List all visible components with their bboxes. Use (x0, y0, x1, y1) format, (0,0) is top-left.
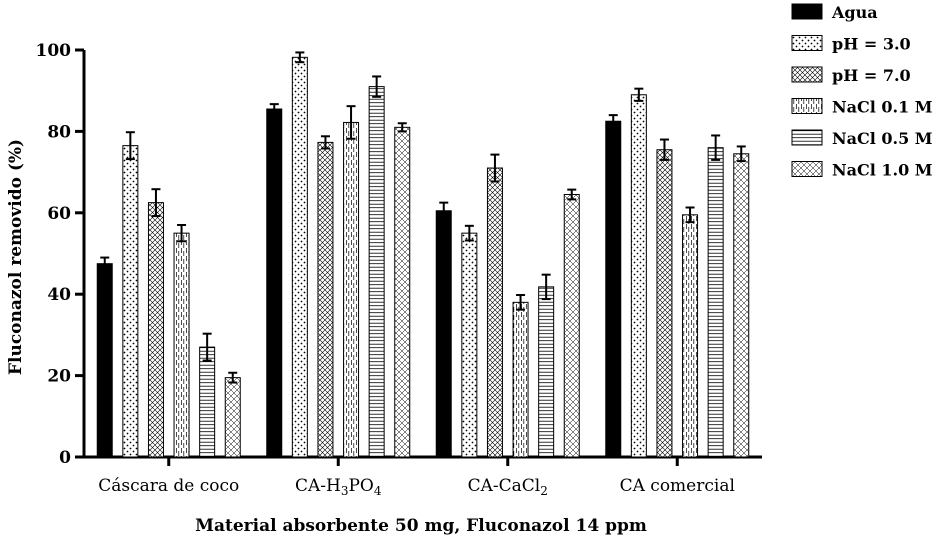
legend-label: NaCl 1.0 M (832, 161, 933, 180)
bar (266, 108, 283, 458)
x-tick-label: Cáscara de coco (98, 476, 239, 496)
y-tick-label: 80 (47, 122, 71, 142)
legend: Agua pH = 3.0 pH = 7.0 NaCl 0.1 M NaCl 0.5 M… (791, 3, 933, 180)
legend-label: pH = 7.0 (832, 66, 911, 85)
bar (147, 202, 164, 458)
bars (96, 51, 750, 458)
bar (656, 149, 673, 458)
legend-label: Agua (831, 3, 878, 22)
legend-label: NaCl 0.5 M (832, 129, 933, 148)
bar (224, 377, 241, 458)
bar (368, 86, 385, 458)
y-tick-label: 60 (47, 204, 71, 224)
y-tick-label: 0 (59, 448, 71, 468)
bar (173, 232, 190, 458)
x-tick-label: CA-H3PO4 (295, 476, 382, 498)
legend-label: pH = 3.0 (832, 35, 911, 54)
x-axis: Cáscara de coco CA-H3PO4 CA-CaCl2 CA comerc… (82, 455, 762, 498)
bar (199, 346, 216, 458)
bar (512, 301, 529, 458)
bar (733, 153, 750, 458)
y-axis-title: Fluconazol removido (%) (6, 139, 26, 375)
bar (317, 141, 334, 458)
y-tick-label: 40 (47, 285, 71, 305)
bar (96, 263, 113, 458)
bar (682, 214, 699, 458)
bar (343, 121, 360, 458)
legend-swatch (791, 129, 823, 146)
x-tick-label: CA comercial (620, 476, 735, 496)
y-axis: 0 20 40 60 80 100 (36, 41, 86, 468)
y-tick-label: 100 (36, 41, 72, 61)
legend-swatch (791, 161, 823, 177)
bar (707, 147, 724, 458)
bar (486, 167, 503, 458)
x-tick-label: CA-CaCl2 (468, 476, 548, 498)
bar (394, 126, 411, 458)
bar (538, 286, 555, 458)
x-axis-title: Material absorbente 50 mg, Fluconazol 14… (195, 516, 647, 536)
bar (563, 193, 580, 458)
legend-swatch (791, 66, 823, 83)
bar (461, 232, 478, 458)
bar (122, 145, 139, 458)
legend-swatch (791, 98, 823, 114)
bar (435, 210, 452, 458)
legend-swatch (791, 3, 823, 20)
y-tick-label: 20 (47, 367, 71, 387)
bar (630, 94, 647, 458)
legend-swatch (791, 35, 823, 51)
bar (605, 120, 622, 458)
bar (291, 56, 308, 458)
legend-label: NaCl 0.1 M (832, 98, 933, 117)
